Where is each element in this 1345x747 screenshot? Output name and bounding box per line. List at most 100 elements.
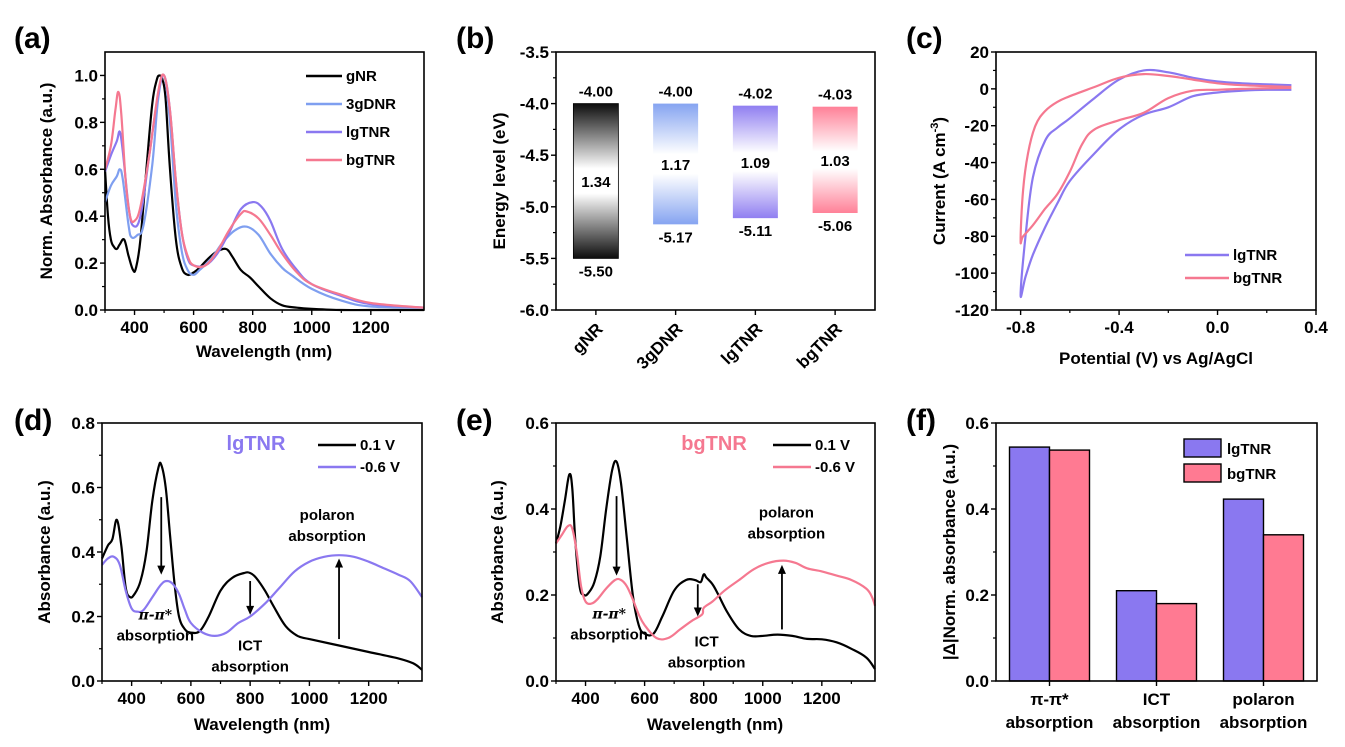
- x-tick-label-c: -0.4: [1104, 318, 1134, 337]
- x-category-label-top-f: π-π*: [1030, 690, 1069, 709]
- x-tick-label-c: 0.0: [1206, 318, 1230, 337]
- x-tick-label-e: 1000: [744, 689, 782, 708]
- legend-f: lgTNR bgTNR: [1183, 438, 1276, 483]
- x-tick-label-a: 1000: [293, 318, 331, 337]
- y-tick-label-f: 0.6: [965, 414, 989, 433]
- y-axis-title-f: |Δ|Norm. absorbance (a.u.): [940, 444, 959, 660]
- y-axis-title-e: Absorbance (a.u.): [488, 480, 507, 624]
- plot-area-a: [103, 51, 425, 312]
- arrow-head-e-1: [693, 607, 702, 617]
- legend-label-e: -0.6 V: [815, 459, 855, 476]
- y-axis-title-d: Absorbance (a.u.): [35, 480, 54, 624]
- bar-bgTNR-0: [1048, 449, 1091, 682]
- y-tick-label-c: -120: [955, 301, 989, 320]
- y-tick-label-a: 0.8: [74, 113, 98, 132]
- y-tick-label-d: 0.8: [71, 414, 95, 433]
- x-axis-title-e: Wavelength (nm): [647, 715, 783, 734]
- legend-label-f: bgTNR: [1227, 466, 1276, 483]
- y-tick-label-f: 0.0: [965, 672, 989, 691]
- plot-frame-f: [995, 422, 1318, 682]
- x-tick-label-a: 400: [120, 318, 148, 337]
- annotation-top-d: ICT: [238, 637, 262, 654]
- x-category-label-top-f: ICT: [1143, 690, 1171, 709]
- energy-bar-3gDNR: [653, 103, 699, 225]
- x-category-label-bgTNR: bgTNR: [793, 319, 846, 372]
- legend-label-a: lgTNR: [346, 124, 390, 141]
- axis-ticks-e: 0.0 0.2 0.4 0.6 400 600 800 1000 1200: [525, 414, 852, 708]
- gap-label-3gDNR: 1.17: [661, 157, 690, 174]
- y-tick-label-a: 1.0: [74, 66, 98, 85]
- plot-area-f: [995, 422, 1318, 682]
- series-line-d-06V: [101, 554, 423, 637]
- y-tick-label-f: 0.2: [965, 586, 989, 605]
- bar-bgTNR-2: [1262, 534, 1305, 682]
- x-tick-label-e: 600: [630, 689, 658, 708]
- y-tick-label-b: -5.0: [520, 198, 549, 217]
- annotation-bottom-e: absorption: [570, 627, 648, 644]
- y-tick-label-b: -5.5: [520, 249, 549, 268]
- bar-lgTNR-0: [1008, 446, 1051, 682]
- y-axis-title-b: Energy level (eV): [490, 112, 509, 249]
- legend-a: gNR 3gDNR lgTNR bgTNR: [306, 68, 396, 169]
- series-line-a-3gDNR: [103, 73, 425, 309]
- panel-a-absorbance-spectra: (a) Wavelength (nm) Norm. Absorbance (a.…: [14, 22, 425, 361]
- panel-label-d: (d): [14, 404, 52, 437]
- legend-swatch-f: [1183, 438, 1222, 458]
- homo-label-bgTNR: -5.06: [818, 218, 852, 235]
- series-line-a-gNR: [103, 74, 424, 312]
- legend-c: lgTNR bgTNR: [1185, 247, 1282, 287]
- energy-bar-bgTNR: [812, 106, 858, 213]
- y-tick-label-e: 0.2: [525, 586, 549, 605]
- x-category-label-gNR: gNR: [569, 319, 607, 357]
- y-tick-label-d: 0.2: [71, 608, 95, 627]
- y-tick-label-c: -40: [964, 154, 989, 173]
- x-axis-title-d: Wavelength (nm): [194, 715, 330, 734]
- legend-label-a: gNR: [346, 68, 377, 85]
- x-category-label-lgTNR: lgTNR: [717, 319, 766, 368]
- y-axis-title-c: Current (A cm-3): [929, 117, 949, 245]
- axis-ticks-f: π-π* absorption ICT absorption polaron absorp…: [965, 414, 1307, 732]
- lumo-label-lgTNR: -4.02: [738, 86, 772, 103]
- x-category-label-3gDNR: 3gDNR: [633, 319, 687, 373]
- y-tick-label-c: 0: [980, 80, 989, 99]
- panel-d-lgTNR-spectroelectrochem: (d) Wavelength (nm) Absorbance (a.u.) 0.…: [14, 404, 423, 734]
- panel-label-c: (c): [906, 22, 943, 55]
- lumo-label-gNR: -4.00: [579, 84, 613, 101]
- energy-bar-gNR: [572, 103, 619, 259]
- panel-label-e: (e): [456, 404, 493, 437]
- legend-swatch-f: [1183, 463, 1222, 483]
- annotation-bottom-d: absorption: [117, 628, 195, 645]
- y-tick-label-c: -20: [964, 117, 989, 136]
- x-axis-title-a: Wavelength (nm): [196, 342, 332, 361]
- legend-label-a: bgTNR: [346, 152, 395, 169]
- y-axis-title-a: Norm. Absorbance (a.u.): [37, 83, 56, 280]
- y-tick-label-e: 0.6: [525, 414, 549, 433]
- x-tick-label-d: 1200: [350, 689, 388, 708]
- y-tick-label-a: 0.6: [74, 160, 98, 179]
- series-line-c-lgTNR: [1019, 68, 1292, 299]
- axis-ticks-a: 0.0 0.2 0.4 0.6 0.8 1.0 400 600 800 1000 1200: [74, 66, 401, 337]
- y-tick-label-d: 0.4: [71, 543, 95, 562]
- x-tick-label-a: 1200: [352, 318, 390, 337]
- plot-area-b: -4.00 -5.50 1.34 -4.00 -5.17 1.17 -4.02 -5.11 1.…: [555, 51, 876, 311]
- lumo-label-3gDNR: -4.00: [659, 84, 693, 101]
- y-tick-label-c: -80: [964, 227, 989, 246]
- series-line-e-06V: [555, 523, 877, 641]
- y-tick-label-b: -3.5: [520, 43, 549, 62]
- homo-label-gNR: -5.50: [579, 263, 613, 280]
- x-tick-label-e: 1200: [803, 689, 841, 708]
- y-tick-label-c: -100: [955, 264, 989, 283]
- annotation-top-e: π-π*: [591, 607, 626, 623]
- gap-label-bgTNR: 1.03: [821, 153, 850, 170]
- panel-f-delta-absorbance-bars: (f) |Δ|Norm. absorbance (a.u.) π-π* absor…: [906, 404, 1318, 732]
- plot-area-c: [995, 51, 1317, 311]
- y-axis-title-c-main: Current (A cm: [930, 132, 949, 245]
- y-tick-label-b: -4.0: [520, 95, 549, 114]
- plot-area-e: bgTNR π-π* absorption ICT absorption polaron a…: [554, 422, 877, 682]
- x-category-label-bottom-f: absorption: [1113, 713, 1201, 732]
- x-tick-label-d: 800: [236, 689, 264, 708]
- legend-label-f: lgTNR: [1227, 441, 1271, 458]
- legend-e: 0.1 V -0.6 V: [773, 437, 855, 476]
- y-tick-label-e: 0.0: [525, 672, 549, 691]
